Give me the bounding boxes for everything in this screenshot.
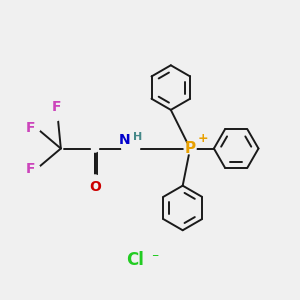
- Ellipse shape: [31, 123, 40, 133]
- Text: Cl: Cl: [126, 251, 144, 269]
- Text: F: F: [26, 162, 35, 176]
- Text: F: F: [52, 100, 61, 114]
- Text: F: F: [26, 121, 35, 135]
- Ellipse shape: [31, 165, 40, 174]
- Text: P: P: [184, 141, 196, 156]
- Text: +: +: [197, 132, 208, 145]
- Text: O: O: [89, 180, 101, 194]
- Text: N: N: [118, 133, 130, 147]
- Text: ⁻: ⁻: [151, 250, 158, 265]
- Ellipse shape: [52, 111, 61, 121]
- Ellipse shape: [184, 143, 196, 154]
- Ellipse shape: [122, 143, 140, 154]
- Ellipse shape: [90, 175, 100, 184]
- Ellipse shape: [92, 145, 99, 152]
- Text: H: H: [133, 132, 142, 142]
